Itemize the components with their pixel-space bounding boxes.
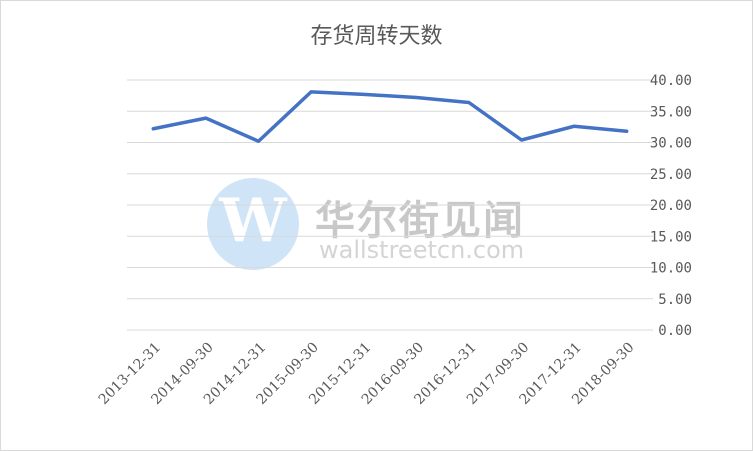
- y-tick-label: 20.00: [650, 198, 692, 214]
- y-tick-label: 35.00: [650, 104, 692, 120]
- y-tick-label: 5.00: [658, 292, 692, 308]
- y-axis-ticks: 0.00 5.00 10.00 15.00 20.00 25.00 30.00 35.00 40…: [650, 73, 692, 339]
- y-tick-label: 25.00: [650, 167, 692, 183]
- y-tick-label: 15.00: [650, 229, 692, 245]
- grid-lines: [127, 79, 653, 331]
- chart-title: 存货周转天数: [310, 24, 443, 49]
- x-axis-ticks: 2013-12-312014-09-302014-12-312015-09-30…: [96, 340, 638, 408]
- series-line: [151, 90, 629, 143]
- y-tick-label: 40.00: [650, 73, 692, 89]
- y-tick-label: 10.00: [650, 261, 692, 277]
- y-tick-label: 0.00: [658, 323, 692, 339]
- series-layer: [151, 90, 629, 143]
- y-tick-label: 30.00: [650, 136, 692, 152]
